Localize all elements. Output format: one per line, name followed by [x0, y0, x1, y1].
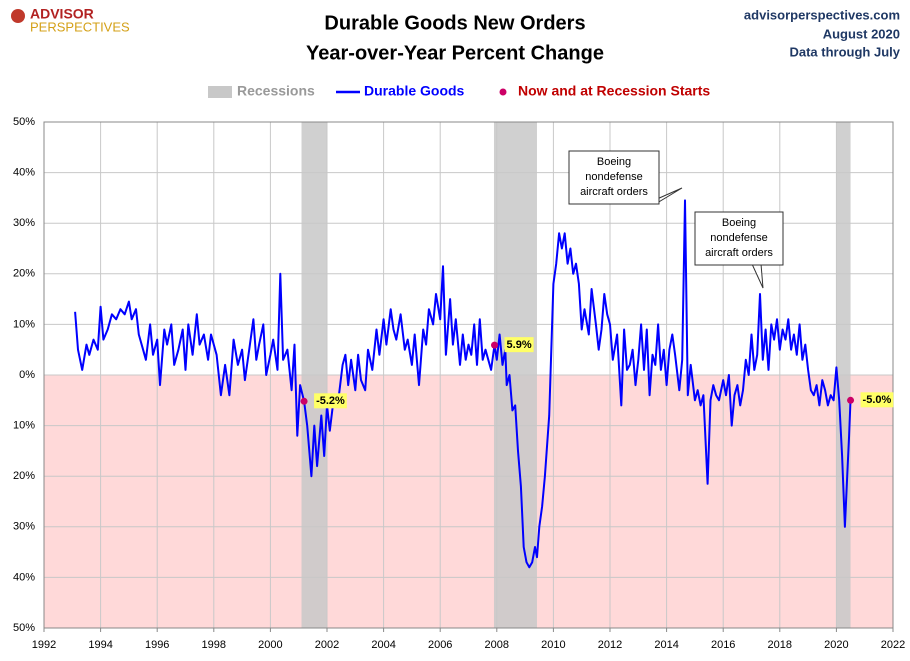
- chart-subtitle: Year-over-Year Percent Change: [306, 42, 604, 64]
- y-tick-label: 50%: [13, 116, 35, 128]
- highlight-point: [491, 341, 499, 349]
- x-tick-label: 2002: [315, 639, 339, 651]
- annotation: nondefense: [710, 232, 768, 244]
- highlight-label: -5.2%: [314, 393, 347, 409]
- annotation: aircraft orders: [705, 247, 773, 259]
- x-tick-label: 2000: [258, 639, 282, 651]
- x-tick-label: 1994: [88, 639, 112, 651]
- highlight-label: 5.9%: [504, 337, 534, 353]
- logo: PERSPECTIVES: [30, 19, 130, 34]
- label-background: [314, 393, 347, 409]
- x-tick-label: 2006: [428, 639, 452, 651]
- highlight-point: [847, 396, 855, 404]
- y-tick-label: 20%: [13, 268, 35, 280]
- legend-label: Durable Goods: [364, 83, 465, 99]
- x-tick-label: 1998: [202, 639, 226, 651]
- x-tick-label: 2020: [824, 639, 848, 651]
- annotation: Boeing: [597, 156, 631, 168]
- x-tick-label: 2016: [711, 639, 735, 651]
- y-tick-label: 40%: [13, 167, 35, 179]
- x-tick-label: 2008: [485, 639, 509, 651]
- annotation: Boeing: [722, 217, 756, 229]
- label-background: [860, 392, 894, 408]
- source-site: advisorperspectives.com: [744, 7, 900, 22]
- label-background: [504, 337, 534, 353]
- legend-swatch: [208, 86, 232, 98]
- series-line: [74, 199, 852, 569]
- y-tick-label: 20%: [13, 470, 35, 482]
- y-tick-label: 10%: [13, 420, 35, 432]
- y-tick-label: 30%: [13, 521, 35, 533]
- logo-mark: [11, 9, 25, 23]
- logo: ADVISOR: [30, 6, 94, 22]
- y-tick-label: 40%: [13, 571, 35, 583]
- legend-swatch: [499, 88, 507, 96]
- source-date: August 2020: [823, 26, 900, 41]
- x-tick-label: 2018: [768, 639, 792, 651]
- data-label: 5.9%: [507, 339, 532, 351]
- y-tick-label: 0%: [19, 369, 35, 381]
- x-tick-label: 2004: [371, 639, 395, 651]
- x-tick-label: 2010: [541, 639, 565, 651]
- x-tick-label: 2022: [881, 639, 905, 651]
- plot-border: [43, 121, 894, 629]
- highlight-point: [300, 397, 308, 405]
- x-tick-label: 1996: [145, 639, 169, 651]
- x-tick-label: 1992: [32, 639, 56, 651]
- x-tick-label: 2014: [654, 639, 678, 651]
- callout-box: [568, 150, 660, 205]
- callout-box: [694, 211, 784, 266]
- highlight-label: -5.0%: [860, 392, 894, 408]
- legend-label: Now and at Recession Starts: [518, 83, 710, 99]
- negative-zone: [44, 375, 893, 628]
- x-tick-label: 2012: [598, 639, 622, 651]
- y-tick-label: 30%: [13, 217, 35, 229]
- y-tick-label: 10%: [13, 318, 35, 330]
- chart-title: Durable Goods New Orders: [324, 12, 585, 34]
- annotation: nondefense: [585, 171, 643, 183]
- y-tick-label: 50%: [13, 622, 35, 634]
- data-label: -5.0%: [863, 394, 892, 406]
- source-note: Data through July: [789, 44, 900, 59]
- annotation: aircraft orders: [580, 186, 648, 198]
- data-label: -5.2%: [316, 395, 345, 407]
- legend-label: Recessions: [237, 83, 315, 99]
